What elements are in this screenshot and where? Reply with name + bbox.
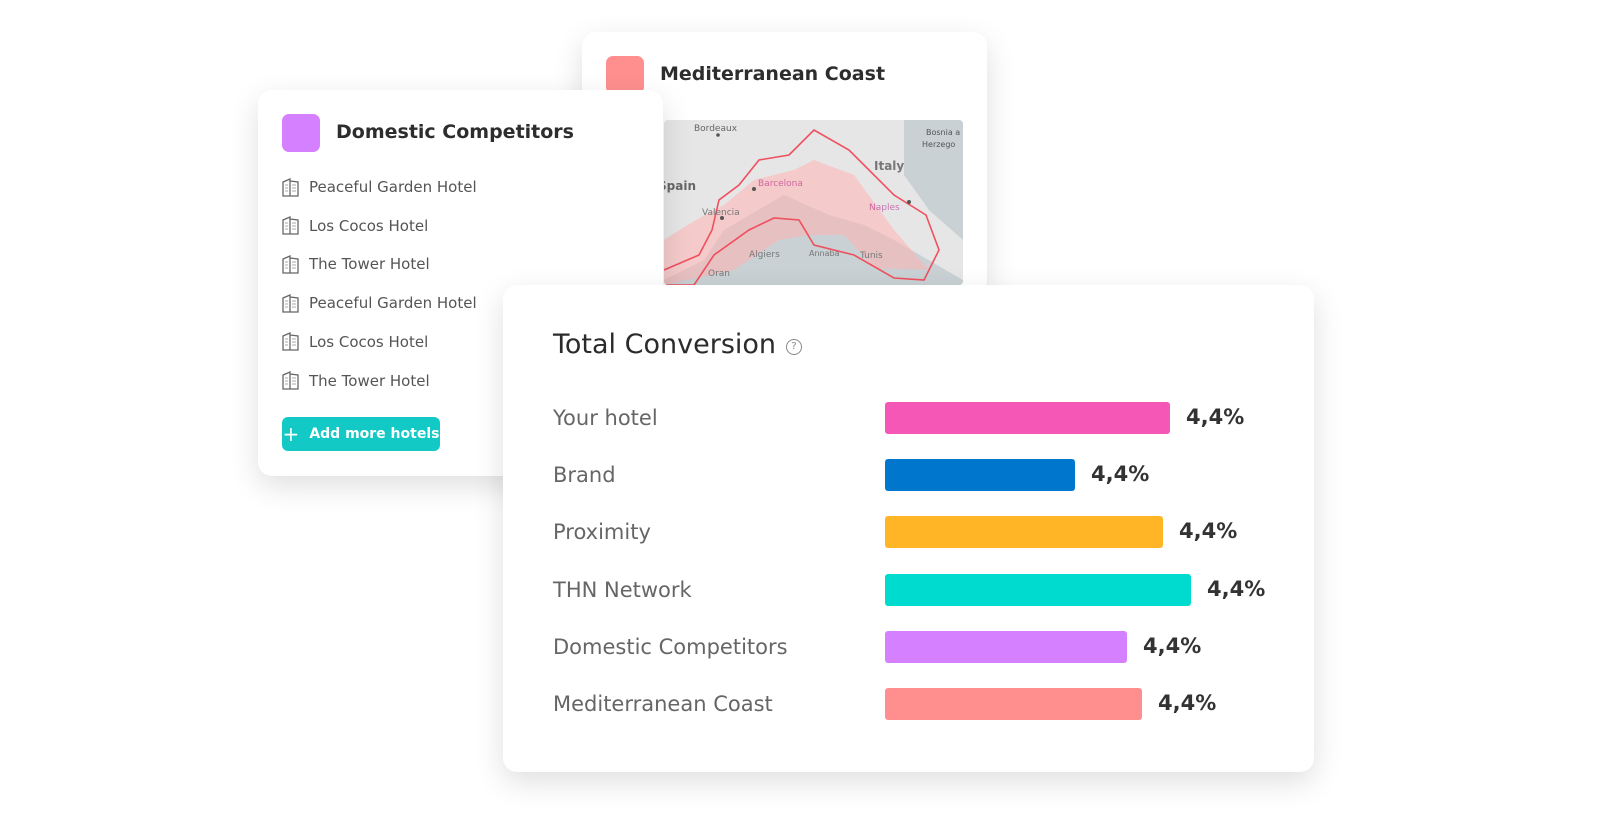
row-label: Proximity (553, 520, 651, 545)
building-icon (282, 254, 299, 274)
row-label: Domestic Competitors (553, 634, 788, 659)
mediterranean-coast-card: Mediterranean Coast Bordeaux Bosnia a He… (582, 32, 987, 294)
map-label: Barcelona (758, 179, 803, 189)
total-conversion-card: Total Conversion ? Your hotel 4,4% Brand 4,… (503, 285, 1314, 772)
building-icon (282, 332, 299, 351)
color-swatch (282, 114, 320, 152)
row-label: Your hotel (553, 406, 658, 430)
map-label: Annaba (809, 249, 840, 258)
building-icon (282, 216, 299, 235)
conversion-bar (885, 459, 1075, 492)
color-swatch (606, 56, 644, 94)
hotel-list-item[interactable]: Los Cocos Hotel (282, 215, 428, 237)
map-label: Italy (874, 159, 904, 173)
map-label: Algiers (749, 250, 780, 260)
conversion-row: THN Network 4,4% (553, 573, 1293, 606)
building-icon (282, 177, 299, 197)
region-map[interactable]: Bordeaux Bosnia a Herzego Italy Spain Ba… (664, 120, 963, 285)
hotel-name: Peaceful Garden Hotel (309, 294, 477, 313)
hotel-list-item[interactable]: The Tower Hotel (282, 370, 430, 392)
row-value: 4,4% (1179, 519, 1238, 544)
hotel-list-item[interactable]: Peaceful Garden Hotel (282, 176, 477, 198)
map-label: Herzego (922, 140, 955, 149)
row-value: 4,4% (1207, 576, 1266, 601)
map-label: Valencia (702, 208, 740, 218)
conversion-row: Domestic Competitors 4,4% (553, 630, 1293, 663)
plus-icon: + (282, 422, 300, 446)
hotel-list-item[interactable]: Los Cocos Hotel (282, 331, 428, 353)
row-label: Brand (553, 463, 616, 488)
map-label: Naples (869, 203, 900, 213)
hotel-list-item[interactable]: The Tower Hotel (282, 253, 430, 275)
conversion-row: Your hotel 4,4% (553, 402, 1293, 434)
conversion-row: Mediterranean Coast 4,4% (553, 688, 1293, 720)
conversion-bar (885, 573, 1191, 606)
hotel-name: The Tower Hotel (309, 255, 430, 274)
hotel-name: Los Cocos Hotel (309, 216, 429, 235)
building-icon (282, 293, 299, 313)
map-label: Bosnia a (926, 128, 960, 137)
conversion-row: Proximity 4,4% (553, 516, 1293, 549)
row-value: 4,4% (1186, 405, 1245, 429)
card-title: Domestic Competitors (336, 121, 574, 143)
hotel-name: Peaceful Garden Hotel (309, 178, 477, 196)
map-label: Oran (708, 269, 730, 279)
hotel-name: The Tower Hotel (309, 371, 430, 390)
hotel-list-item[interactable]: Peaceful Garden Hotel (282, 292, 477, 314)
map-label: Bordeaux (694, 124, 738, 134)
map-label: Spain (664, 179, 696, 193)
row-value: 4,4% (1091, 462, 1150, 487)
row-value: 4,4% (1143, 633, 1202, 658)
conversion-bar (885, 516, 1163, 549)
add-more-hotels-button[interactable]: + Add more hotels (282, 417, 440, 451)
card-title: Total Conversion (553, 329, 777, 360)
card-title: Mediterranean Coast (660, 63, 886, 85)
conversion-bar (885, 688, 1142, 720)
row-value: 4,4% (1158, 691, 1217, 715)
hotel-name: Los Cocos Hotel (309, 332, 429, 351)
building-icon (282, 371, 299, 390)
row-label: Mediterranean Coast (553, 692, 773, 716)
question-circle-icon[interactable]: ? (786, 338, 803, 355)
row-label: THN Network (553, 577, 692, 602)
conversion-bar (885, 630, 1127, 663)
conversion-row: Brand 4,4% (553, 459, 1293, 492)
conversion-bar (885, 402, 1170, 434)
map-label: Tunis (859, 251, 883, 261)
